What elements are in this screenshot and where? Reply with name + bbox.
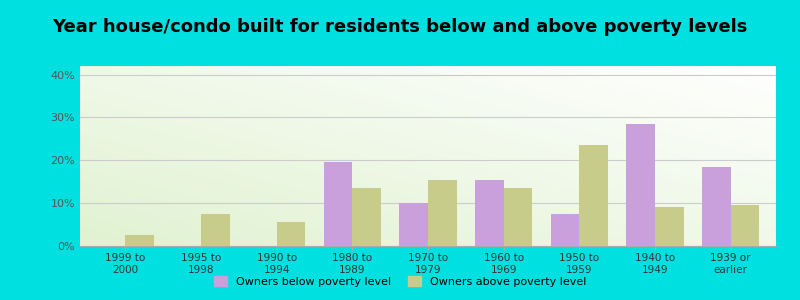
Bar (277, 222, 306, 246)
Bar (428, 180, 457, 246)
Bar (702, 167, 730, 246)
Bar (626, 124, 655, 246)
Bar (579, 145, 608, 246)
Bar (323, 162, 352, 246)
Bar (201, 214, 230, 246)
Legend: Owners below poverty level, Owners above poverty level: Owners below poverty level, Owners above… (210, 272, 590, 291)
Bar (475, 180, 504, 246)
Bar (504, 188, 533, 246)
Bar (550, 214, 579, 246)
Text: Year house/condo built for residents below and above poverty levels: Year house/condo built for residents bel… (52, 18, 748, 36)
Bar (352, 188, 381, 246)
Bar (399, 203, 428, 246)
Bar (730, 205, 759, 246)
Bar (126, 235, 154, 246)
Bar (655, 207, 684, 246)
